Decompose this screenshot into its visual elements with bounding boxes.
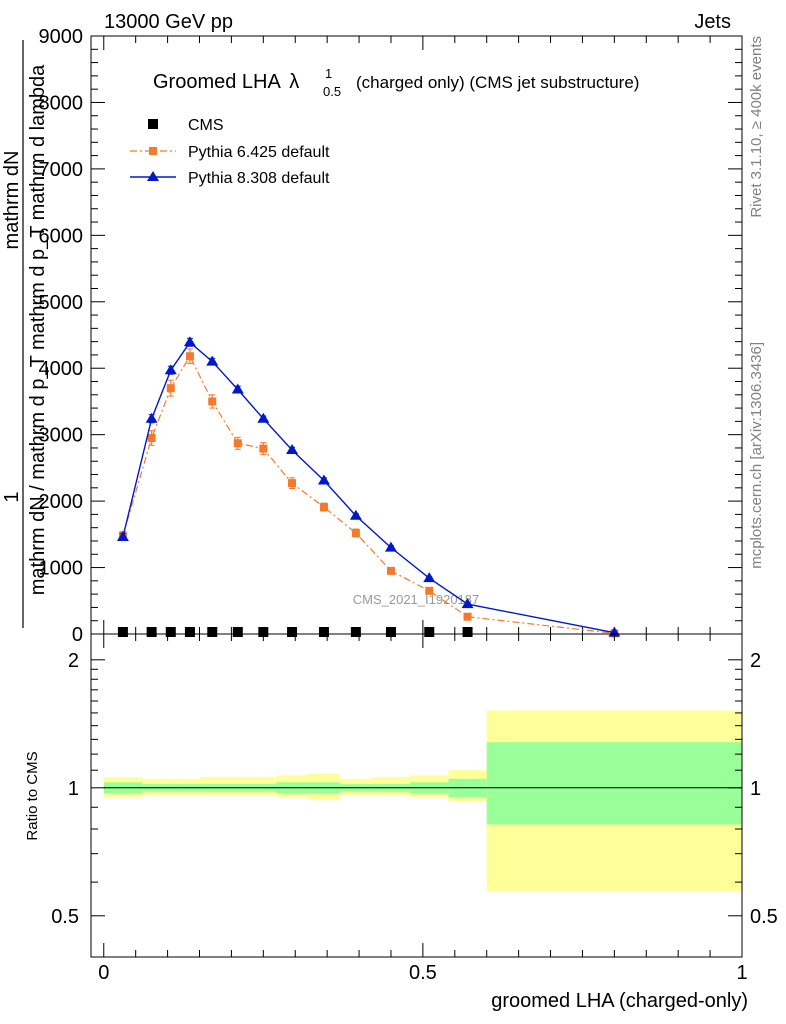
title-sup: 1: [325, 66, 332, 81]
ratio-x-ticks: 0 0.5 1: [98, 634, 748, 984]
main-y-tick-label: 0: [72, 624, 83, 646]
data-point: [319, 503, 328, 512]
data-point: [147, 433, 156, 442]
legend-marker-py8: [147, 171, 159, 181]
data-point: [233, 439, 242, 448]
main-y-label: 1 mathrm dN mathrm dN / mathrm d p_T mat…: [1, 40, 49, 628]
data-point: [117, 627, 128, 638]
data-point: [462, 627, 473, 638]
ratio-y-tick-label-left: 0.5: [51, 906, 79, 928]
main-y-tick-label: 8000: [39, 92, 84, 114]
x-tick-label: 0.5: [409, 962, 437, 984]
main-y-tick-label: 9000: [39, 26, 84, 48]
data-point: [287, 627, 298, 638]
data-point: [384, 541, 397, 552]
data-point: [259, 444, 268, 453]
data-point: [423, 572, 436, 583]
data-point: [317, 474, 330, 485]
x-tick-label: 0: [98, 962, 109, 984]
data-point: [145, 412, 158, 423]
data-point: [165, 627, 176, 638]
plot-title: Groomed LHA λ: [153, 71, 299, 93]
x-tick-label: 1: [736, 962, 747, 984]
main-y-tick-label: 1000: [39, 558, 84, 580]
ratio-y-label: Ratio to CMS: [24, 751, 41, 840]
ratio-frame: [90, 633, 743, 958]
header-left: 13000 GeV pp: [104, 11, 233, 33]
data-point: [386, 566, 395, 575]
data-point: [185, 352, 194, 361]
main-y-tick-label: 3000: [39, 425, 84, 447]
main-y-tick-label: 5000: [39, 292, 84, 314]
main-y-tick-label: 2000: [39, 491, 84, 513]
mcplots-label: mcplots.cern.ch [arXiv:1306.3436]: [748, 342, 765, 569]
series-line: [122, 341, 615, 634]
ratio-y-tick-label-right: 1: [750, 778, 761, 800]
legend-label-py6: Pythia 6.425 default: [188, 144, 330, 161]
main-panel: 0 1000 2000 3000 4000 5000 6000 7000 8000 9000 CM…: [1, 26, 743, 646]
main-y-tick-label: 7000: [39, 159, 84, 181]
data-point: [385, 627, 396, 638]
stat-band-bin: [486, 742, 742, 825]
data-point: [207, 627, 218, 638]
main-y-tick-label: 6000: [39, 225, 84, 247]
data-point: [351, 529, 360, 538]
main-y-ticks: 0 1000 2000 3000 4000 5000 6000 7000 8000 9000: [39, 26, 742, 646]
data-point: [146, 627, 157, 638]
data-point: [183, 336, 196, 347]
data-point: [461, 598, 474, 609]
title-lambda: λ: [289, 71, 299, 93]
ratio-y-tick-label-left: 2: [68, 650, 79, 672]
legend: CMS Pythia 6.425 default Pythia 8.308 de…: [130, 117, 330, 187]
title-suffix: (charged only) (CMS jet substructure): [356, 73, 639, 92]
title-main: Groomed LHA: [153, 71, 281, 93]
data-point: [231, 383, 244, 394]
ratio-y-ticks: 0.5 0.5 1 1 2 2: [51, 650, 778, 928]
data-point: [350, 627, 361, 638]
ratio-y-tick-label-right: 0.5: [750, 906, 778, 928]
ratio-bands: [103, 710, 742, 892]
data-point: [206, 355, 219, 366]
series-line: [122, 355, 615, 634]
ratio-y-tick-label-right: 2: [750, 650, 761, 672]
data-point: [164, 364, 177, 375]
legend-marker-py6: [149, 147, 157, 155]
data-point: [208, 397, 217, 406]
ratio-y-tick-label-left: 1: [68, 778, 79, 800]
legend-marker-cms: [148, 119, 158, 129]
data-point: [116, 530, 129, 541]
x-axis-label: groomed LHA (charged-only): [491, 990, 748, 1012]
data-point: [463, 612, 472, 621]
data-point: [257, 412, 270, 423]
legend-label-cms: CMS: [188, 117, 224, 134]
data-point: [258, 627, 269, 638]
data-point: [288, 479, 297, 488]
ylabel-numerator: mathrm dN: [1, 151, 23, 250]
data-point: [424, 627, 435, 638]
header-right: Jets: [694, 11, 731, 33]
main-series: [116, 336, 621, 638]
ylabel-denominator: mathrm dN / mathrm d p_T mathrm d p_T ma…: [27, 64, 49, 595]
data-point: [166, 384, 175, 393]
main-y-tick-label: 4000: [39, 358, 84, 380]
data-point: [184, 627, 195, 638]
ratio-panel: 0.5 0.51 12 2 0 0.5 1 Ratio to CMS groomed LH…: [24, 633, 778, 1012]
data-point: [286, 443, 299, 454]
ylabel-one: 1: [1, 491, 23, 502]
legend-label-py8: Pythia 8.308 default: [188, 170, 330, 187]
data-point: [425, 586, 434, 595]
rivet-label: Rivet 3.1.10, ≥ 400k events: [748, 36, 765, 218]
title-sub: 0.5: [323, 84, 341, 99]
data-point: [318, 627, 329, 638]
data-point: [349, 509, 362, 520]
data-point: [232, 627, 243, 638]
